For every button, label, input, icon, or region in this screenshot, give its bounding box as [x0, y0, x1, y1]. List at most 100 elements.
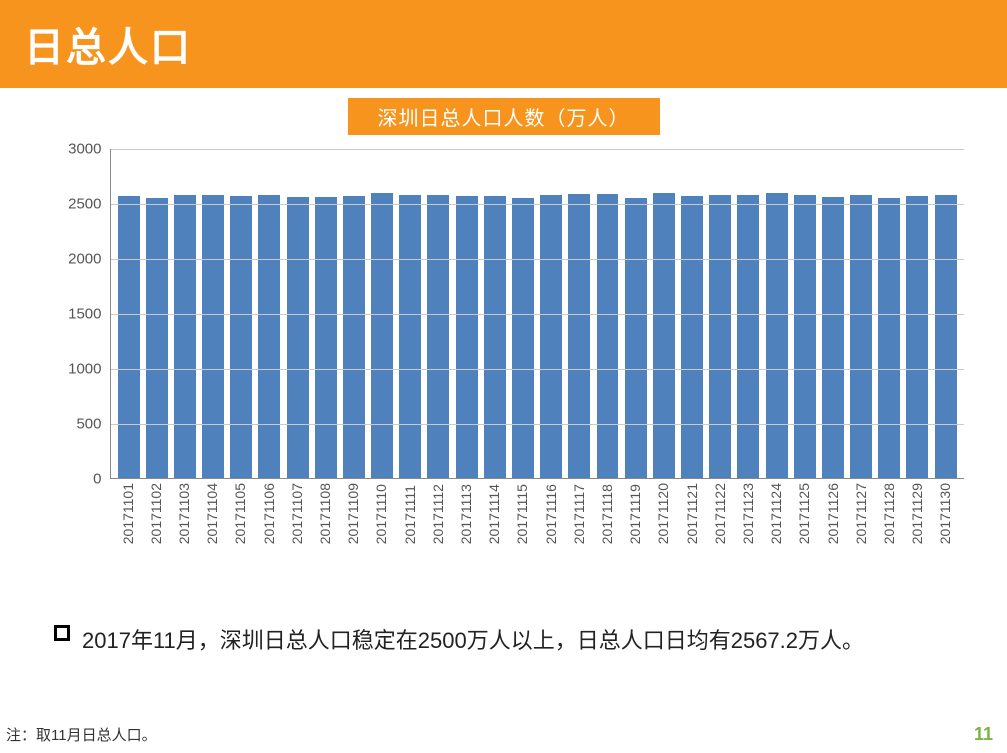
chart-x-tick-slot: 20171125: [790, 483, 818, 544]
chart-bar: [202, 195, 224, 478]
chart-bar: [878, 198, 900, 479]
chart-x-tick-slot: 20171113: [452, 483, 480, 544]
chart-x-tick: 20171102: [148, 483, 164, 544]
page-title: 日总人口: [24, 15, 192, 73]
chart-bar: [399, 195, 421, 478]
chart-x-tick-slot: 20171105: [226, 483, 254, 544]
chart-bar: [766, 193, 788, 478]
footnote: 注：取11月日总人口。: [6, 724, 157, 745]
chart-x-tick-slot: 20171110: [367, 483, 395, 544]
chart-x-tick-slot: 20171123: [734, 483, 762, 544]
chart-x-tick: 20171120: [655, 483, 671, 544]
chart-bar: [597, 194, 619, 478]
chart-x-tick-slot: 20171111: [396, 483, 424, 544]
chart-bar: [737, 195, 759, 478]
chart-bar: [709, 195, 731, 478]
chart-x-tick-slot: 20171102: [142, 483, 170, 544]
chart-bar: [625, 198, 647, 479]
chart-x-tick: 20171130: [937, 483, 953, 544]
chart-x-tick-slot: 20171115: [508, 483, 536, 544]
chart-x-tick: 20171126: [825, 483, 841, 544]
chart-x-tick: 20171103: [176, 483, 192, 544]
chart-x-tick-slot: 20171107: [283, 483, 311, 544]
chart-x-tick: 20171121: [684, 483, 700, 544]
chart-bar: [371, 193, 393, 478]
chart-bar: [427, 195, 449, 478]
chart-x-tick: 20171112: [430, 483, 446, 544]
chart-x-tick-slot: 20171106: [255, 483, 283, 544]
chart-x-axis-labels: 20171101 20171102 20171103 20171104 20171105…: [110, 483, 964, 544]
chart-bar: [681, 196, 703, 478]
chart-x-tick: 20171115: [514, 483, 530, 544]
chart-x-tick-slot: 20171122: [706, 483, 734, 544]
chart-x-tick: 20171127: [853, 483, 869, 544]
chart-x-tick: 20171119: [627, 483, 643, 544]
chart-gridline: [111, 149, 964, 150]
chart-bar: [287, 197, 309, 478]
chart-x-tick: 20171105: [232, 483, 248, 544]
chart-x-tick-slot: 20171129: [903, 483, 931, 544]
chart-x-tick-slot: 20171130: [931, 483, 959, 544]
chart-bar: [343, 196, 365, 478]
chart-x-tick: 20171129: [909, 483, 925, 544]
chart-x-tick: 20171101: [120, 483, 136, 544]
bullet-icon: [54, 625, 70, 641]
chart-x-tick: 20171116: [543, 483, 559, 544]
chart-x-tick: 20171122: [712, 483, 728, 544]
chart-x-tick: 20171113: [458, 483, 474, 544]
chart-bar: [794, 195, 816, 478]
chart-x-tick: 20171123: [740, 483, 756, 544]
chart-bar: [540, 195, 562, 478]
chart-bar: [935, 195, 957, 478]
chart-x-tick: 20171124: [768, 483, 784, 544]
chart-x-tick: 20171104: [204, 483, 220, 544]
chart-y-tick: 0: [52, 471, 102, 488]
chart-y-tick: 2500: [52, 196, 102, 213]
chart-y-tick: 1000: [52, 361, 102, 378]
chart-y-tick: 1500: [52, 306, 102, 323]
chart-x-tick-slot: 20171126: [819, 483, 847, 544]
chart-plot-area: [110, 149, 964, 479]
chart-x-tick-slot: 20171104: [198, 483, 226, 544]
chart-x-tick-slot: 20171121: [678, 483, 706, 544]
chart-gridline: [111, 314, 964, 315]
chart-x-tick-slot: 20171119: [621, 483, 649, 544]
chart-x-tick-slot: 20171112: [424, 483, 452, 544]
header-bar: 日总人口: [0, 0, 1007, 88]
chart-x-tick-slot: 20171124: [762, 483, 790, 544]
subtitle-container: 深圳日总人口人数（万人）: [0, 98, 1007, 135]
summary-text: 2017年11月，深圳日总人口稳定在2500万人以上，日总人口日均有2567.2…: [82, 619, 864, 663]
chart-x-tick: 20171107: [289, 483, 305, 544]
chart-subtitle: 深圳日总人口人数（万人）: [348, 98, 660, 135]
chart-bar: [456, 196, 478, 478]
chart-x-tick-slot: 20171109: [339, 483, 367, 544]
chart-x-tick-slot: 20171103: [170, 483, 198, 544]
chart-x-tick: 20171108: [317, 483, 333, 544]
chart-bar: [653, 193, 675, 478]
chart-y-tick: 2000: [52, 251, 102, 268]
chart-bar: [512, 198, 534, 479]
chart-x-tick: 20171125: [796, 483, 812, 544]
page-number: 11: [974, 724, 993, 745]
chart-bar: [484, 196, 506, 478]
chart-x-tick: 20171118: [599, 483, 615, 544]
chart-gridline: [111, 369, 964, 370]
chart-x-tick-slot: 20171108: [311, 483, 339, 544]
chart-bar: [822, 197, 844, 478]
chart-y-tick: 500: [52, 416, 102, 433]
chart-x-tick-slot: 20171127: [847, 483, 875, 544]
chart-x-tick-slot: 20171120: [649, 483, 677, 544]
chart-bar: [146, 198, 168, 479]
chart-bar: [850, 195, 872, 478]
chart-x-tick: 20171114: [486, 483, 502, 544]
summary-section: 2017年11月，深圳日总人口稳定在2500万人以上，日总人口日均有2567.2…: [54, 619, 967, 663]
chart-x-tick-slot: 20171118: [593, 483, 621, 544]
chart-gridline: [111, 204, 964, 205]
chart-bar: [258, 195, 280, 478]
chart-x-tick: 20171128: [881, 483, 897, 544]
bar-chart: 20171101 20171102 20171103 20171104 20171105…: [44, 149, 964, 579]
chart-bar: [906, 196, 928, 478]
chart-gridline: [111, 259, 964, 260]
chart-x-tick-slot: 20171116: [537, 483, 565, 544]
chart-bar: [174, 195, 196, 478]
